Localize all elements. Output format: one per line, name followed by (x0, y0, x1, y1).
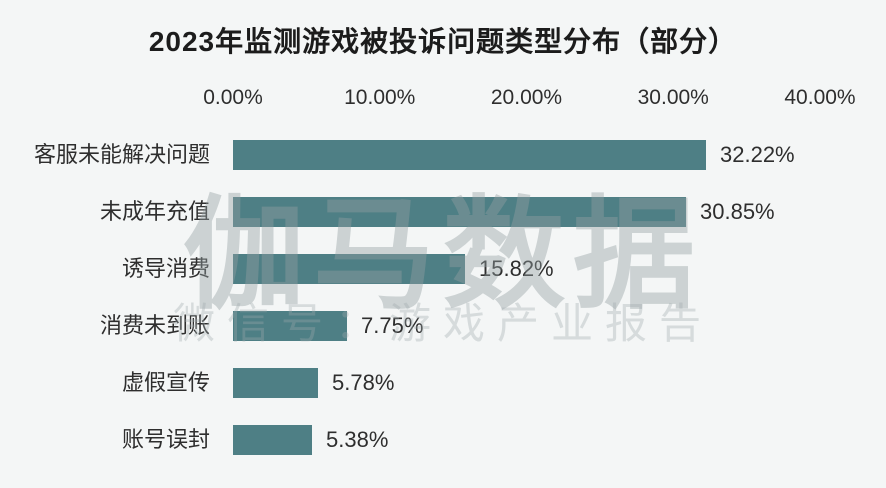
bar-row: 诱导消费 15.82% (0, 254, 886, 284)
category-label: 未成年充值 (99, 199, 210, 224)
value-label: 32.22% (720, 142, 795, 167)
bar-row: 未成年充值 30.85% (0, 197, 886, 227)
x-tick-label: 20.00% (490, 86, 563, 109)
bar-row: 客服未能解决问题 32.22% (0, 140, 886, 170)
x-tick-label: 0.00% (203, 86, 263, 109)
bar (233, 311, 347, 341)
bar-row: 账号误封 5.38% (0, 425, 886, 455)
value-label: 30.85% (700, 199, 775, 224)
category-label: 虚假宣传 (121, 370, 210, 395)
bar (233, 140, 706, 170)
bar (233, 197, 686, 227)
chart-title: 2023年监测游戏被投诉问题类型分布（部分） (148, 26, 738, 57)
value-label: 5.38% (326, 427, 389, 452)
value-label: 15.82% (479, 256, 554, 281)
bar (233, 254, 465, 284)
category-label: 诱导消费 (121, 256, 210, 281)
x-tick-label: 30.00% (637, 86, 709, 109)
x-tick-label: 10.00% (344, 86, 416, 109)
value-label: 7.75% (361, 313, 424, 338)
bar (233, 425, 312, 455)
x-axis: 0.00% 10.00% 20.00% 30.00% 40.00% (0, 86, 886, 112)
bar-row: 消费未到账 7.75% (0, 311, 886, 341)
category-label: 客服未能解决问题 (33, 142, 210, 167)
value-label: 5.78% (332, 370, 395, 395)
category-label: 消费未到账 (99, 313, 210, 338)
bar-row: 虚假宣传 5.78% (0, 368, 886, 398)
bar (233, 368, 318, 398)
category-label: 账号误封 (121, 427, 210, 452)
x-tick-label: 40.00% (784, 86, 856, 109)
